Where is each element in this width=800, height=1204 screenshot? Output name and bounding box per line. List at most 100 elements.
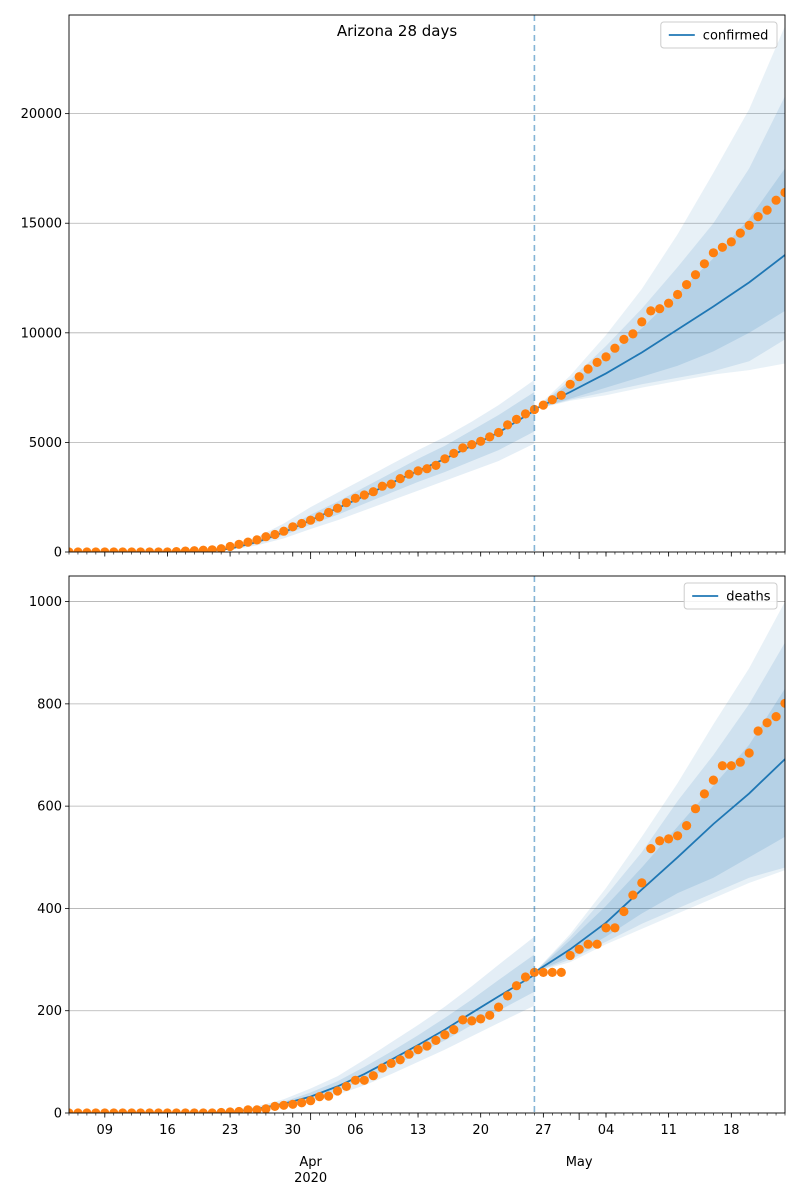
observed-point [225,541,235,552]
observed-point [637,878,647,888]
observed-point [225,1107,235,1113]
observed-point [601,352,611,362]
observed-point [127,1108,137,1113]
y-tick-label: 10000 [21,326,62,341]
observed-point [726,761,736,771]
observed-point [234,1106,244,1113]
observed-point [538,967,548,978]
observed-point [440,1030,450,1040]
observed-point [485,432,495,442]
figure-title: Arizona 28 days [337,22,458,40]
observed-point [359,1075,369,1085]
observed-point [136,1108,146,1113]
forecast-band-inner [534,688,785,973]
observed-point [377,1063,387,1073]
observed-point [297,518,307,529]
observed-point [145,547,155,552]
forecast-band-mid [534,96,785,410]
observed-point [619,906,629,917]
observed-point [198,1108,208,1113]
observed-point [216,544,226,552]
observed-point [529,967,540,978]
legend-box [683,582,778,610]
observed-point [467,440,477,450]
observed-point [690,804,701,814]
observed-point [297,1098,307,1108]
x-month-label: May [566,1155,593,1170]
x-tick-label: 30 [284,1123,301,1138]
observed-point [565,950,575,961]
observed-point [189,1108,199,1113]
observed-point [574,944,584,954]
observed-point [682,280,692,290]
fit-band-outer [176,379,535,552]
axes-frame [68,575,786,1114]
observed-point [180,1108,190,1113]
observed-point [467,1016,477,1026]
observed-point [234,539,244,549]
observed-point [708,775,719,785]
observed-point [673,831,683,841]
observed-point [628,890,638,900]
observed-point [664,834,674,844]
x-tick-label: 20 [472,1123,489,1138]
observed-point [762,718,772,728]
observed-point [82,547,92,552]
forecast-band-inner [534,168,785,410]
observed-point [69,1108,74,1113]
observed-point [69,547,74,552]
observed-point [744,748,754,758]
observed-point [556,967,566,978]
plot-area [69,26,785,552]
observed-point [699,789,710,799]
observed-point [306,1096,316,1106]
observed-point [332,503,343,513]
observed-point [350,1075,360,1085]
observed-point [592,357,602,367]
observed-point [762,205,772,215]
observed-point [279,1100,289,1110]
observed-point [288,522,298,532]
observed-point [422,1041,432,1051]
observed-point [162,1108,172,1113]
legend: deaths [683,582,778,610]
legend-label: confirmed [703,29,769,44]
observed-point [556,390,566,400]
legend-label: deaths [726,590,771,605]
forecast-mean-line [533,758,785,974]
y-tick-label: 5000 [29,436,62,451]
fit-band-outer [203,936,535,1113]
observed-point [735,757,745,767]
observed-point [288,1099,298,1109]
observed-point [324,1091,334,1101]
observed-point [431,1035,441,1045]
axes-frame [68,14,786,553]
observed-point [547,967,557,978]
y-tick-label: 600 [37,800,62,815]
y-tick-label: 15000 [21,217,62,232]
x-tick-label: 09 [97,1123,114,1138]
observed-point [601,923,611,933]
observed-point [753,726,763,736]
observed-point [207,1108,217,1113]
observed-point [386,1058,396,1068]
observed-point [574,372,584,382]
y-tick-label: 20000 [21,107,62,122]
observed-point [324,507,334,518]
observed-point [413,466,423,476]
observed-point [699,259,710,269]
observed-point [261,1104,271,1113]
y-tick-label: 800 [37,697,62,712]
observed-point [91,1108,101,1113]
observed-point [637,317,647,327]
observed-point [198,545,208,552]
observed-point [664,298,674,308]
observed-point [655,836,665,846]
x-tick-label: 16 [159,1123,176,1138]
observed-point [780,187,785,198]
observed-point [494,1002,504,1012]
observed-point [619,334,629,344]
observed-point [476,1014,486,1024]
